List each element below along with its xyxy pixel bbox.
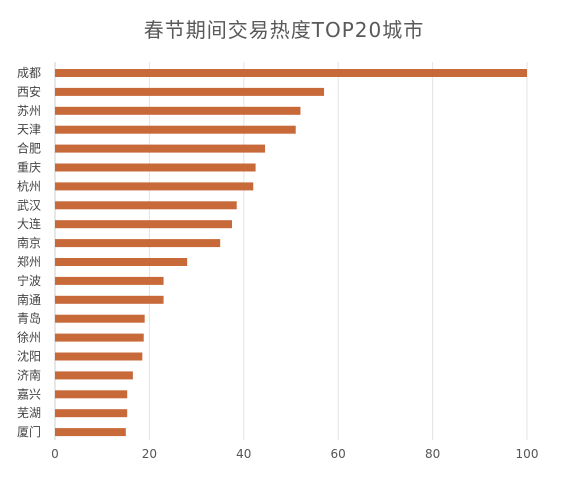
bar [55, 87, 325, 96]
category-label: 重庆 [17, 161, 41, 175]
x-axis-ticks: 0 20 40 60 80 100 [51, 447, 538, 461]
category-label: 宁波 [17, 273, 41, 288]
category-label: 南京 [17, 235, 41, 250]
bar [55, 144, 266, 153]
category-label: 济南 [17, 367, 41, 382]
bar [55, 314, 145, 323]
x-tick-label: 100 [516, 447, 539, 461]
category-label: 杭州 [17, 178, 41, 193]
category-label: 厦门 [17, 424, 41, 439]
category-label: 郑州 [17, 254, 41, 269]
category-label: 沈阳 [17, 349, 41, 364]
category-label: 芜湖 [17, 405, 41, 420]
bar [55, 333, 144, 342]
bar [55, 276, 164, 285]
category-label: 天津 [17, 123, 41, 137]
bar [55, 352, 143, 361]
category-label: 嘉兴 [17, 387, 41, 401]
bar [55, 163, 256, 172]
bar [55, 125, 296, 134]
category-label: 西安 [17, 84, 41, 99]
category-label: 南通 [17, 292, 41, 307]
bar [55, 182, 254, 191]
bar [55, 258, 188, 266]
x-tick-label: 20 [142, 447, 157, 461]
category-label: 成都 [17, 66, 41, 80]
category-label: 合肥 [17, 141, 41, 156]
bar [55, 106, 301, 115]
bar [55, 220, 232, 229]
x-tick-label: 60 [331, 447, 346, 461]
bar [55, 428, 126, 437]
category-label: 苏州 [17, 104, 41, 118]
bar [55, 390, 128, 399]
category-label: 徐州 [17, 330, 41, 345]
x-tick-label: 40 [236, 447, 251, 461]
bar [55, 295, 164, 304]
bars [55, 69, 527, 437]
bar [55, 371, 133, 380]
bar [55, 69, 527, 77]
x-tick-label: 0 [51, 447, 59, 461]
gridlines [54, 62, 528, 440]
category-label: 武汉 [17, 198, 41, 212]
category-label: 大连 [17, 216, 41, 231]
category-label: 青岛 [17, 311, 41, 326]
chart-title: 春节期间交易热度TOP20城市 [143, 18, 425, 42]
bar [55, 201, 237, 210]
bar [55, 239, 221, 248]
bar [55, 409, 128, 418]
x-tick-label: 80 [425, 447, 440, 461]
